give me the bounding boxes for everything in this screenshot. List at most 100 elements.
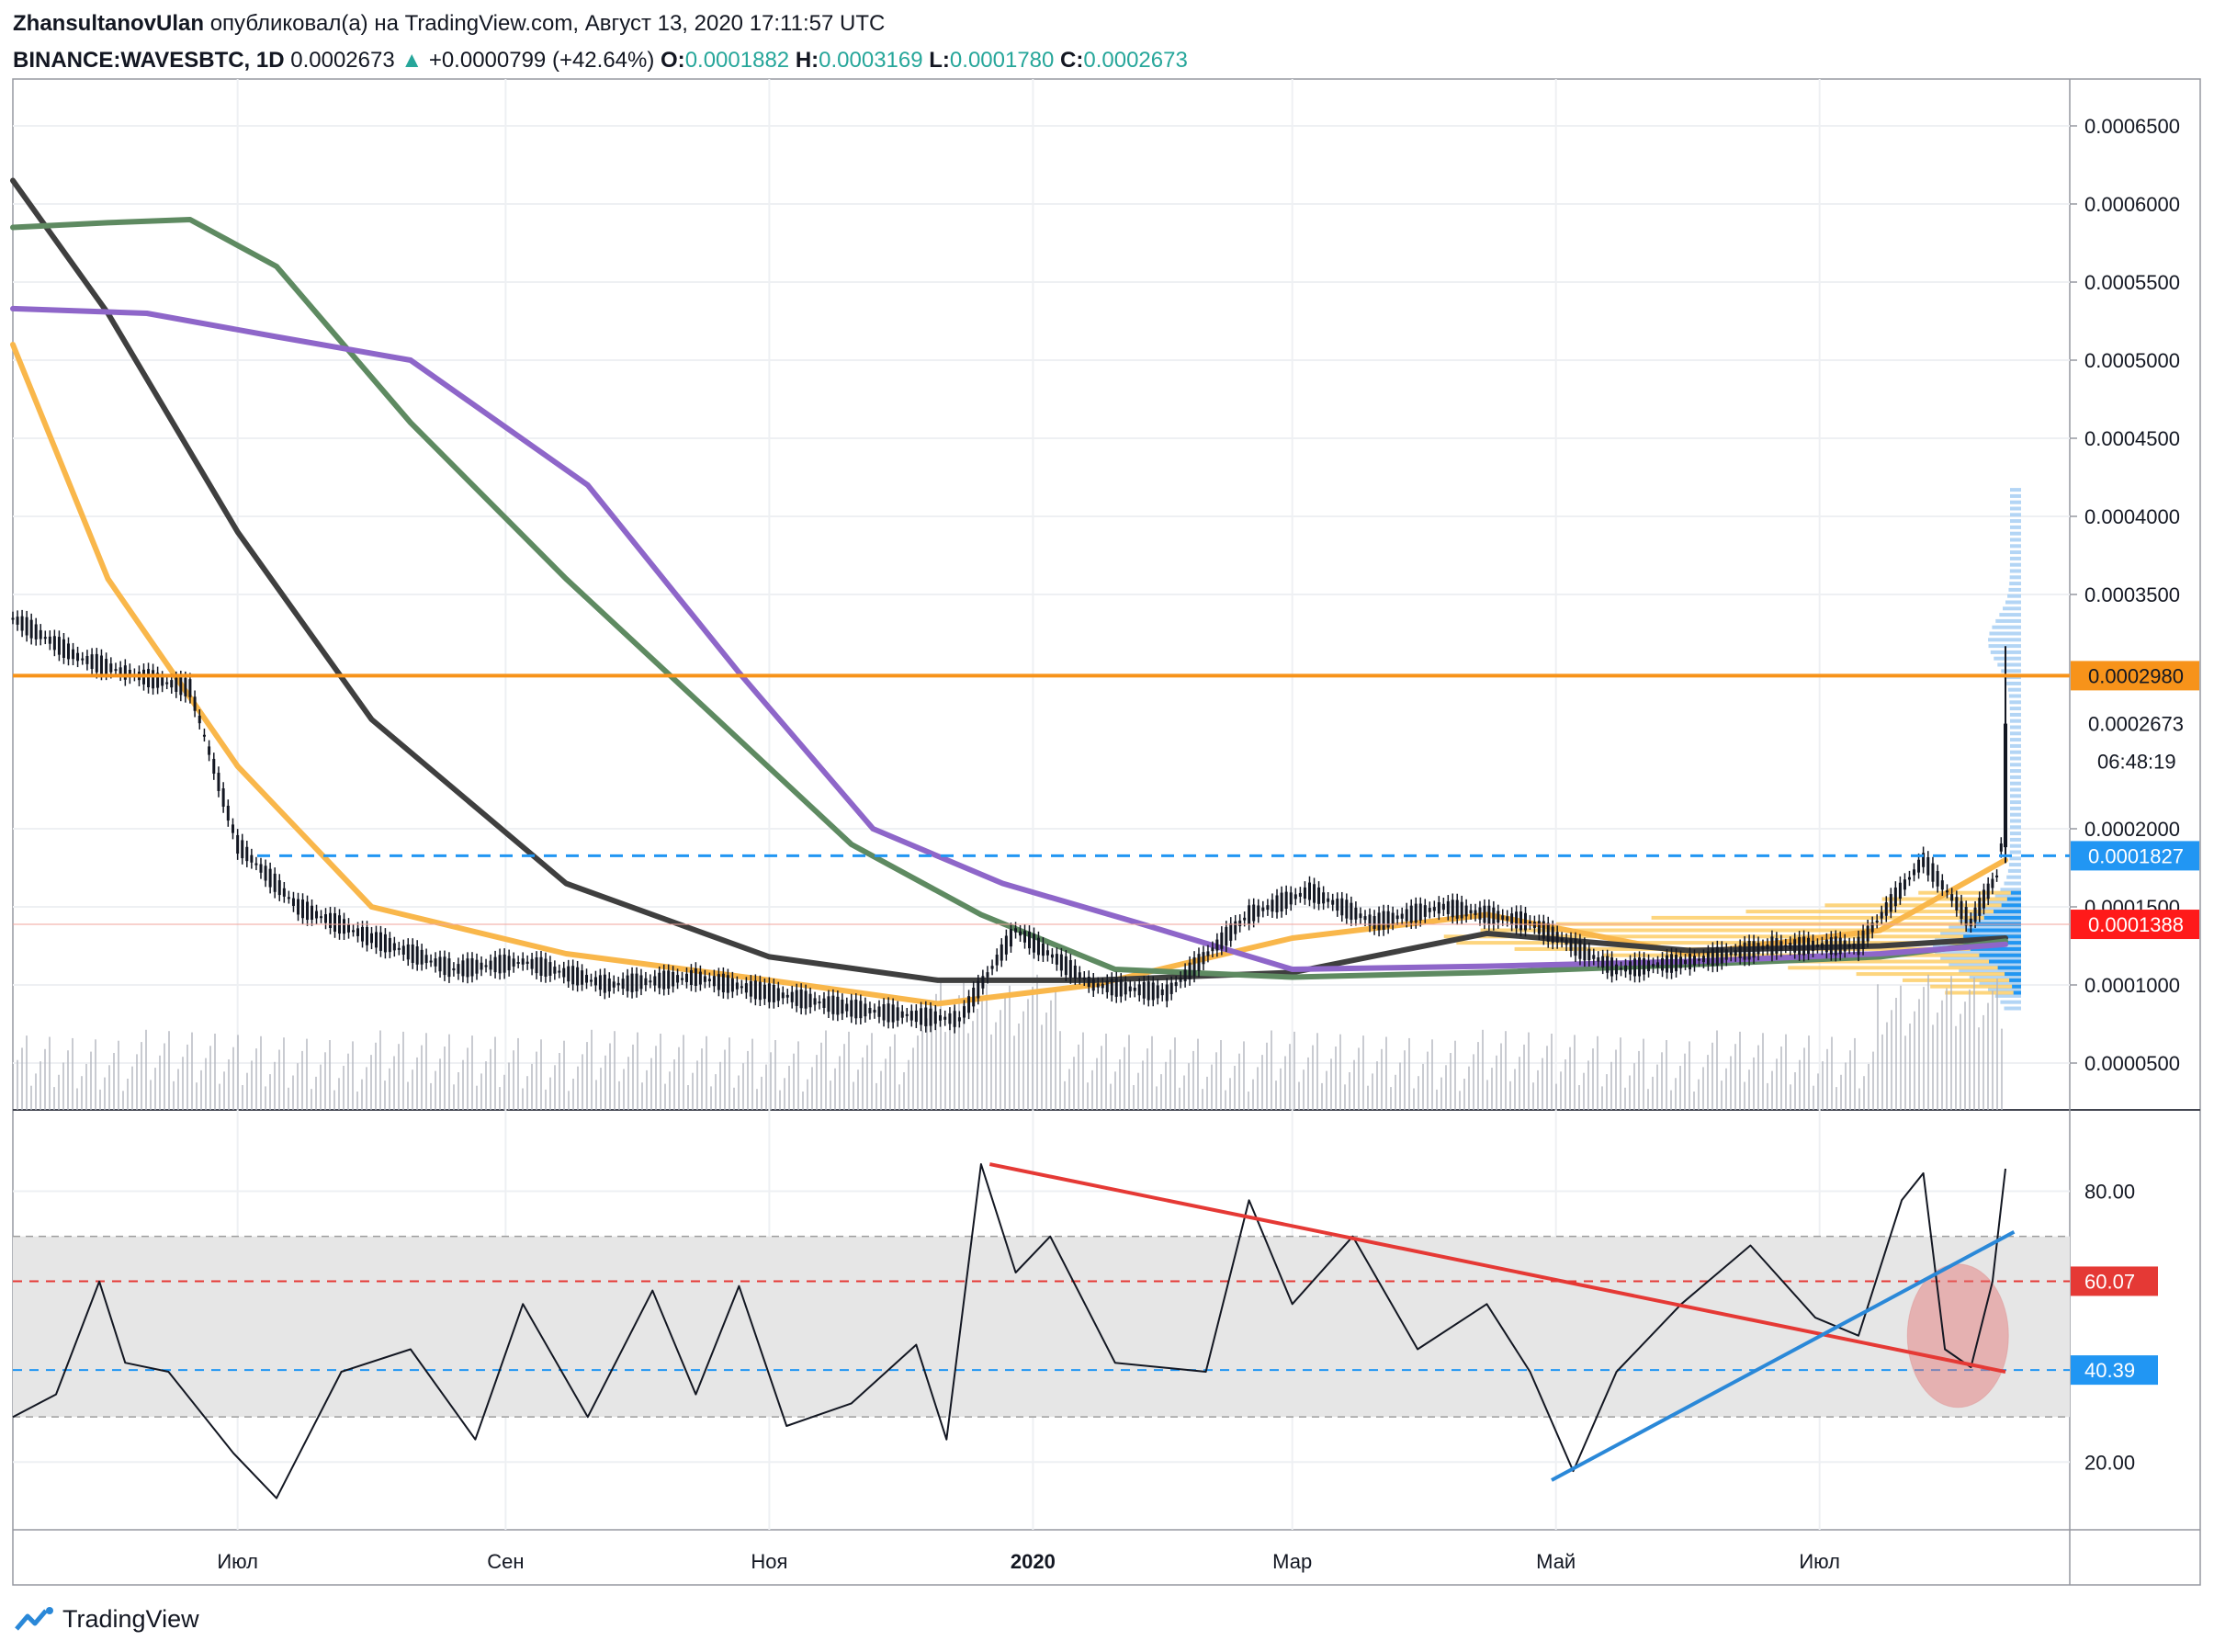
volume-bar xyxy=(393,1056,395,1110)
volume-bar xyxy=(526,1076,528,1110)
candle-body xyxy=(1225,926,1228,946)
candle-body xyxy=(1615,964,1619,975)
candle-body xyxy=(1257,905,1260,917)
candle-body xyxy=(1128,986,1132,991)
volume-profile-bar xyxy=(2006,875,2021,879)
volume-bar xyxy=(949,1019,951,1110)
volume-bar xyxy=(678,1047,680,1110)
candle-body xyxy=(662,970,666,990)
volume-profile-bar xyxy=(1992,625,2021,629)
candle-body xyxy=(1101,983,1104,989)
candle-body xyxy=(1922,853,1926,867)
candle-body xyxy=(1252,904,1256,922)
candle-body xyxy=(822,998,826,1008)
publish-line: ZhansultanovUlan опубликовал(а) на Tradi… xyxy=(13,6,2199,42)
high-key: H: xyxy=(795,48,819,73)
volume-bar xyxy=(1022,1011,1024,1110)
volume-bar xyxy=(586,1042,588,1110)
current-price-label: 0.0001388 xyxy=(2088,913,2184,936)
candle-body xyxy=(1770,936,1774,956)
candle-body xyxy=(933,1011,937,1024)
y-tick-label: 0.0004500 xyxy=(2084,427,2180,450)
candle-body xyxy=(43,637,47,639)
volume-bar xyxy=(1647,1089,1649,1110)
volume-profile-bar xyxy=(2001,903,2021,908)
candle-body xyxy=(1197,954,1201,971)
volume-bar xyxy=(627,1057,629,1110)
volume-bar xyxy=(1831,1036,1833,1110)
volume-profile-bar xyxy=(1994,993,2021,998)
volume-bar xyxy=(1560,1071,1562,1110)
volume-profile-bar xyxy=(2009,531,2021,536)
volume-bar xyxy=(1041,1024,1043,1110)
candle-body xyxy=(553,967,557,974)
symbol-label[interactable]: BINANCE:WAVESBTC, 1D xyxy=(13,48,285,73)
candle-body xyxy=(626,975,629,991)
volume-profile-bar xyxy=(2010,787,2021,792)
candle-body xyxy=(1395,915,1399,920)
volume-bar xyxy=(1326,1070,1327,1110)
candle-body xyxy=(1009,929,1012,947)
candle-body xyxy=(929,1008,932,1026)
volume-profile-bar xyxy=(1959,919,2021,923)
volume-bar xyxy=(1271,1030,1272,1110)
volume-bar xyxy=(1445,1065,1447,1110)
candle-body xyxy=(753,980,757,1000)
volume-bar xyxy=(958,995,960,1110)
candle-body xyxy=(1055,954,1058,965)
volume-bar xyxy=(559,1053,560,1110)
volume-bar xyxy=(389,1068,390,1110)
volume-bar xyxy=(85,1063,87,1110)
volume-bar xyxy=(986,984,988,1110)
volume-profile-bar xyxy=(2008,694,2021,698)
candle-body xyxy=(388,937,391,953)
volume-profile-bar xyxy=(1949,962,2021,967)
volume-profile-bar xyxy=(2009,556,2021,560)
candle-body xyxy=(39,629,42,639)
candle-body xyxy=(1555,932,1559,943)
candle-body xyxy=(2004,723,2007,848)
volume-bar xyxy=(751,1038,753,1110)
volume-bar xyxy=(540,1039,542,1110)
volume-profile-bar xyxy=(2010,525,2021,529)
candle-body xyxy=(1483,905,1486,923)
candle-body xyxy=(1861,930,1865,949)
volume-profile-bar xyxy=(2009,819,2021,823)
volume-bar xyxy=(1248,1092,1249,1110)
candle-body xyxy=(1852,943,1856,949)
volume-profile-bar xyxy=(2008,863,2021,867)
volume-bar xyxy=(81,1076,83,1110)
volume-profile-bar xyxy=(1983,915,2021,920)
candle-body xyxy=(85,655,89,664)
volume-profile-bar xyxy=(2010,769,2021,774)
candle-body xyxy=(972,987,976,1007)
candle-body xyxy=(1455,900,1459,919)
candle-body xyxy=(1679,956,1683,968)
candle-body xyxy=(1569,938,1573,951)
tradingview-logo[interactable]: TradingView xyxy=(15,1601,199,1637)
up-arrow-icon: ▲ xyxy=(401,48,424,73)
candle-body xyxy=(1368,914,1372,926)
candle-body xyxy=(287,897,290,900)
candle-body xyxy=(356,928,360,936)
candle-body xyxy=(66,643,70,660)
candle-body xyxy=(480,962,483,970)
candle-body xyxy=(924,1007,928,1026)
candle-body xyxy=(401,945,405,956)
candle-body xyxy=(672,971,675,987)
volume-bar xyxy=(136,1054,138,1110)
candle-body xyxy=(1793,939,1797,953)
candle-body xyxy=(758,981,762,1001)
candle-body xyxy=(1661,957,1665,971)
candle-body xyxy=(1428,908,1431,912)
volume-bar xyxy=(494,1036,496,1110)
author-name[interactable]: ZhansultanovUlan xyxy=(13,11,205,36)
candle-body xyxy=(461,960,465,977)
candle-body xyxy=(900,1011,904,1018)
volume-bar xyxy=(1716,1030,1718,1110)
volume-bar xyxy=(719,1061,721,1110)
candle-body xyxy=(1532,922,1536,928)
candle-body xyxy=(1523,912,1527,931)
volume-bar xyxy=(788,1066,790,1110)
